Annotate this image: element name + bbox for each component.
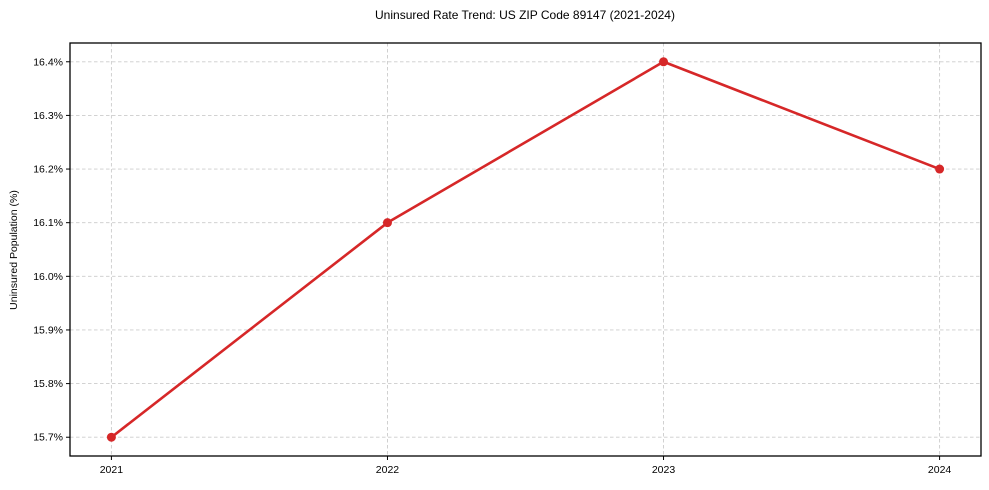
data-point-marker [106,432,116,442]
data-point-marker [382,218,392,228]
y-tick-label: 15.8% [33,378,63,390]
y-tick-label: 16.0% [33,271,63,283]
y-tick-label: 16.3% [33,110,63,122]
plot-border [69,42,982,457]
y-tick-label: 15.7% [33,432,63,444]
data-point-marker [935,164,945,174]
trend-line [110,60,941,439]
x-tick-label: 2023 [652,464,676,476]
data-point-marker [659,57,669,67]
y-tick-label: 15.9% [33,324,63,336]
x-tick-label: 2022 [376,464,400,476]
y-tick-label: 16.4% [33,56,63,68]
x-tick-label: 2021 [100,464,124,476]
chart-title: Uninsured Rate Trend: US ZIP Code 89147 … [375,8,675,22]
y-tick-label: 16.1% [33,217,63,229]
y-tick-label: 16.2% [33,164,63,176]
x-tick-label: 2024 [928,464,952,476]
y-axis-label: Uninsured Population (%) [8,190,20,310]
